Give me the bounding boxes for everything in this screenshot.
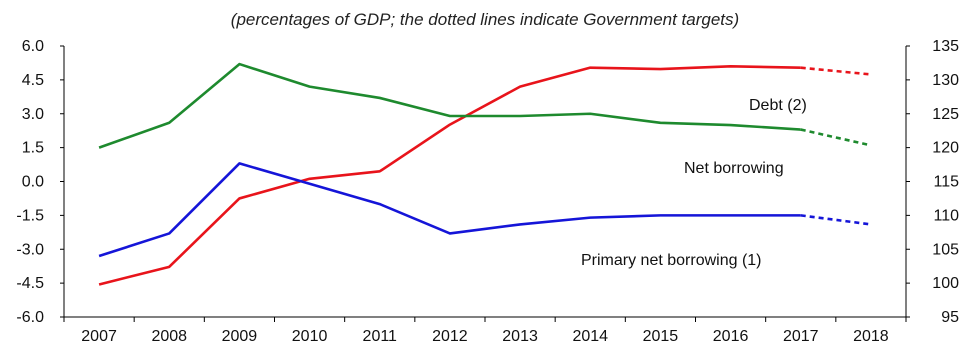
series-target-line-net-borrowing [800, 128, 872, 147]
right-tick-label: 115 [933, 174, 959, 191]
x-tick-label: 2014 [572, 328, 608, 345]
left-tick-label: 4.5 [22, 72, 44, 89]
x-tick-label: 2018 [853, 328, 889, 345]
x-tick-label: 2017 [783, 328, 819, 345]
series-label: Debt (2) [749, 97, 807, 114]
x-tick-label: 2016 [713, 328, 749, 345]
series-target-line-primary-net-borrowing-1 [800, 214, 872, 226]
chart-series [98, 62, 872, 286]
left-tick-label: -3.0 [16, 241, 44, 258]
x-tick-label: 2015 [643, 328, 679, 345]
series-labels: Debt (2) Net borrowing Primary net borrowi… [581, 97, 807, 269]
series-line-primary-net-borrowing-1 [98, 162, 801, 258]
series-line-net-borrowing [98, 62, 801, 149]
right-tick-label: 100 [932, 275, 959, 292]
series-target-line-debt-2 [800, 66, 872, 76]
left-tick-label: -4.5 [16, 275, 44, 292]
x-tick-label: 2013 [502, 328, 538, 345]
right-tick-label: 135 [932, 38, 959, 55]
right-tick-label: 105 [932, 241, 959, 258]
left-tick-label: -6.0 [16, 309, 44, 326]
x-tick-label: 2007 [81, 328, 117, 345]
left-tick-label: 1.5 [22, 140, 44, 157]
right-tick-label: 95 [941, 309, 959, 326]
left-tick-label: -1.5 [16, 207, 44, 224]
right-tick-label: 120 [932, 140, 959, 157]
x-tick-label: 2010 [292, 328, 328, 345]
right-tick-label: 130 [932, 72, 959, 89]
right-tick-label: 110 [933, 207, 959, 224]
series-line-debt-2 [98, 65, 801, 286]
x-tick-label: 2011 [363, 328, 398, 345]
chart-axes: 6.0 4.5 3.0 1.5 0.0 -1.5 -3.0 -4.5 -6.0 135 130 125… [16, 38, 959, 345]
chart-subtitle: (percentages of GDP; the dotted lines in… [231, 10, 739, 29]
series-label: Primary net borrowing (1) [581, 252, 762, 269]
x-tick-label: 2008 [151, 328, 187, 345]
series-label: Net borrowing [684, 160, 784, 177]
left-tick-label: 6.0 [22, 38, 44, 55]
right-tick-label: 125 [932, 106, 959, 123]
x-tick-label: 2012 [432, 328, 468, 345]
left-tick-label: 0.0 [22, 174, 44, 191]
x-tick-label: 2009 [222, 328, 258, 345]
left-tick-label: 3.0 [22, 106, 44, 123]
